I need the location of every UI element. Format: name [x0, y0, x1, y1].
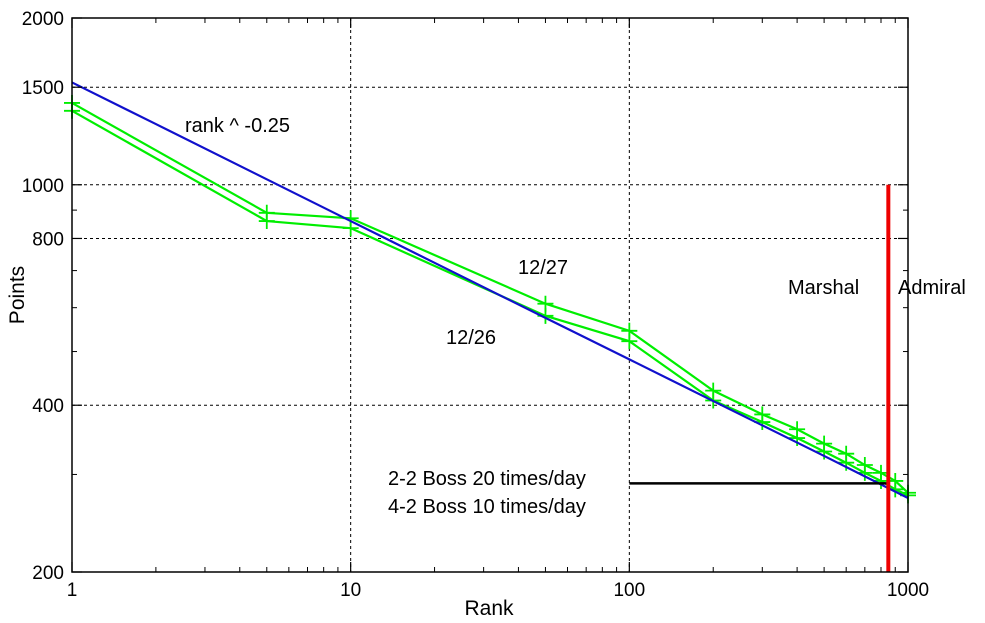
x-axis-label: Rank — [464, 597, 514, 620]
y-tick-label: 1500 — [22, 78, 64, 99]
series-line — [71, 101, 909, 494]
series-12-26 — [64, 102, 916, 504]
y-tick-label: 200 — [32, 563, 64, 584]
plot-frame — [71, 17, 909, 573]
grid — [72, 18, 908, 572]
rank-label-marshal: Marshal — [788, 277, 859, 299]
data-point — [258, 213, 275, 230]
y-tick-label: 800 — [32, 229, 64, 250]
curve-label-rank-power: rank ^ -0.25 — [185, 115, 290, 137]
series-line — [71, 81, 909, 500]
rank-label-admiral: Admiral — [898, 277, 966, 299]
series-label-1226: 12/26 — [446, 327, 496, 349]
y-tick-label: 1000 — [22, 176, 64, 197]
series-rank-0-25 — [71, 81, 909, 500]
x-tick-label: 1000 — [887, 580, 929, 601]
y-tick-label: 2000 — [22, 9, 64, 30]
series-layer — [64, 81, 916, 504]
y-tick-label: 400 — [32, 396, 64, 417]
data-point — [621, 333, 638, 350]
boss-label-4-2: 4-2 Boss 10 times/day — [388, 496, 586, 518]
y-axis-label: Points — [6, 266, 29, 324]
x-tick-label: 10 — [340, 580, 361, 601]
data-point — [342, 220, 359, 237]
x-tick-label: 100 — [613, 580, 645, 601]
overlay-layer — [629, 184, 891, 572]
ticks: 1 10 100 1000 200 400 800 1000 1500 2000 — [22, 9, 929, 601]
series-label-1227: 12/27 — [518, 257, 568, 279]
x-tick-label: 1 — [67, 580, 78, 601]
boss-label-2-2: 2-2 Boss 20 times/day — [388, 468, 586, 490]
series-line — [71, 109, 909, 497]
